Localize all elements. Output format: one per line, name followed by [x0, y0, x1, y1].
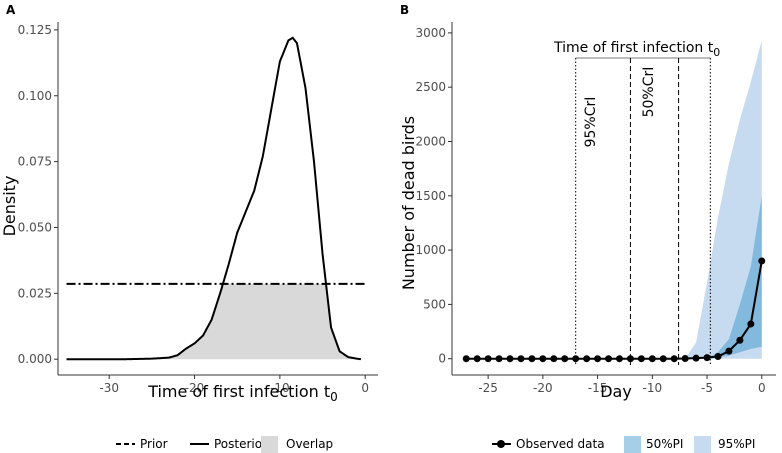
pi50-band [707, 195, 762, 359]
legend-posterior-label: Posterior [214, 437, 267, 451]
panel-label-a: A [6, 3, 16, 17]
overlap-area [66, 283, 361, 360]
observed-point [626, 355, 634, 363]
y-tick-label: 500 [423, 297, 446, 311]
annotation-title-main: Time of first infection t [553, 40, 714, 56]
observed-point [725, 347, 733, 355]
observed-point [473, 355, 481, 363]
observed-point [670, 355, 678, 363]
legend-pi95-label: 95%PI [718, 437, 755, 451]
observed-point [637, 355, 645, 363]
x-tick-label: 0 [361, 381, 369, 395]
observed-point [517, 355, 525, 363]
observed-point [758, 257, 766, 265]
panel-a-x-ticks: -30 -20 -10 0 [99, 375, 369, 395]
legend-pi50-label: 50%PI [646, 437, 683, 451]
x-tick-label: 0 [758, 381, 766, 395]
annotation-title-subscript: 0 [713, 46, 720, 59]
observed-point [736, 336, 744, 344]
y-tick-label: 0.125 [18, 23, 52, 37]
y-tick-label: 1500 [415, 189, 446, 203]
legend-observed-label: Observed data [516, 437, 605, 451]
panel-a-x-axis-title: Time of first infection t0 [147, 382, 338, 404]
panel-b-y-ticks: 0 500 1000 1500 2000 2500 3000 [415, 26, 452, 366]
legend-prior-label: Prior [140, 437, 168, 451]
panel-a-y-axis-title: Density [0, 176, 19, 237]
x-tick-label: -20 [185, 381, 205, 395]
panel-b-observed-layer [462, 257, 766, 363]
observed-point [692, 354, 700, 362]
observed-point [681, 354, 689, 362]
annotation-title: Time of first infection t0 [553, 40, 720, 59]
annotation-crl95-label: 95%CrI [583, 97, 599, 148]
y-tick-label: 3000 [415, 26, 446, 40]
panel-a-x-axis-title-subscript: 0 [330, 390, 338, 404]
legend-overlap-label: Overlap [286, 437, 333, 451]
observed-point [615, 355, 623, 363]
panel-a-legend: Prior Posterior Overlap [116, 436, 333, 453]
panel-label-b: B [400, 3, 409, 17]
observed-point [605, 355, 613, 363]
y-tick-label: 0.100 [18, 89, 52, 103]
observed-point [648, 355, 656, 363]
panel-a-overlap-layer [66, 283, 361, 360]
posterior-line [66, 36, 362, 361]
observed-point [747, 320, 755, 328]
observed-line [466, 260, 763, 360]
observed-point [495, 355, 503, 363]
panel-b-annotation [575, 57, 711, 365]
panel-b-x-axis-title: Day [600, 382, 632, 401]
x-tick-label: -30 [99, 381, 119, 395]
x-tick-label: -10 [270, 381, 290, 395]
y-tick-label: 0.075 [18, 155, 52, 169]
legend-pi95-key [694, 436, 711, 453]
x-tick-label: -15 [588, 381, 608, 395]
x-tick-label: -10 [643, 381, 663, 395]
observed-point [539, 355, 547, 363]
observed-point [703, 354, 711, 362]
observed-point [714, 353, 722, 361]
observed-point [583, 355, 591, 363]
panel-b-y-axis-title: Number of dead birds [399, 116, 418, 290]
legend-observed-key-point [497, 440, 505, 448]
observed-point [572, 355, 580, 363]
y-tick-label: 1000 [415, 243, 446, 257]
x-tick-label: -20 [533, 381, 553, 395]
panel-b-interval-layer [685, 40, 762, 359]
legend-pi50-key [624, 436, 641, 453]
y-tick-label: 2500 [415, 80, 446, 94]
panel-a-x-axis-title-main: Time of first infection t [147, 382, 330, 401]
panel-b-legend: Observed data 50%PI 95%PI [492, 436, 755, 453]
panel-a-line-layer [66, 36, 366, 361]
y-tick-label: 2000 [415, 134, 446, 148]
observed-point [659, 355, 667, 363]
x-tick-label: -5 [701, 381, 713, 395]
observed-point [550, 355, 558, 363]
y-tick-label: 0.000 [18, 352, 52, 366]
annotation-crl50-label: 50%CrI [641, 67, 657, 118]
observed-point [594, 355, 602, 363]
observed-point [561, 355, 569, 363]
observed-point [462, 355, 470, 363]
y-tick-label: 0 [438, 352, 446, 366]
pi95-band [685, 40, 762, 359]
panel-a-y-ticks: 0.000 0.025 0.050 0.075 0.100 0.125 [18, 23, 58, 366]
observed-point [528, 355, 536, 363]
y-tick-label: 0.050 [18, 220, 52, 234]
panel-b-x-ticks: -25 -20 -15 -10 -5 0 [478, 375, 766, 395]
y-tick-label: 0.025 [18, 286, 52, 300]
x-tick-label: -25 [478, 381, 498, 395]
observed-point [506, 355, 514, 363]
observed-point [484, 355, 492, 363]
legend-overlap-key [261, 436, 278, 453]
